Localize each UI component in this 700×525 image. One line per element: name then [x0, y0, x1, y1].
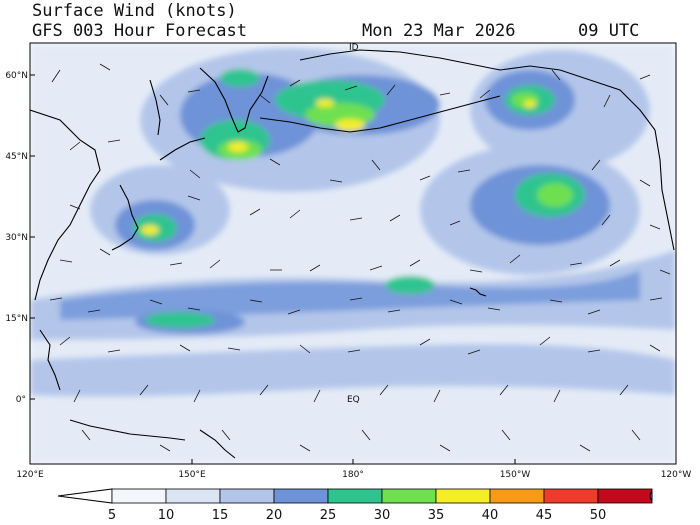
- colorbar-label: 20: [266, 508, 283, 523]
- lon-label-120w: 120°W: [661, 470, 692, 480]
- colorbar-label: 45: [536, 508, 553, 523]
- forecast-date: Mon 23 Mar 2026: [362, 21, 516, 41]
- colorbar-max-arrow: [649, 488, 653, 504]
- wind-speed-shading: [30, 43, 676, 464]
- lat-label-0: 0°: [16, 395, 26, 405]
- dateline-marker: ID: [349, 43, 359, 53]
- colorbar-bin: [327, 488, 383, 504]
- colorbar-label: 50: [590, 508, 607, 523]
- colorbar-bin: [111, 488, 167, 504]
- colorbar-label: 30: [374, 508, 391, 523]
- colorbar-label: 40: [482, 508, 499, 523]
- colorbar-bin: [597, 488, 653, 504]
- colorbar-bin: [273, 488, 329, 504]
- colorbar-bin: [219, 488, 275, 504]
- colorbar-bin: [489, 488, 545, 504]
- colorbar-bin: [543, 488, 599, 504]
- lat-label-30n: 30°N: [5, 233, 28, 243]
- equator-marker: EQ: [347, 395, 360, 405]
- forecast-time: 09 UTC: [578, 21, 640, 41]
- colorbar-label: 25: [320, 508, 337, 523]
- lat-ticks: [30, 74, 35, 400]
- colorbar-label: 5: [108, 508, 116, 523]
- lon-label-150w: 150°W: [500, 470, 531, 480]
- lon-label-120e: 120°E: [16, 470, 44, 480]
- colorbar: 5 10 15 20 25 30 35 40 45 50: [57, 488, 653, 523]
- colorbar-label: 35: [428, 508, 445, 523]
- lon-label-150e: 150°E: [178, 470, 206, 480]
- lon-ticks: [29, 459, 677, 464]
- colorbar-label: 15: [212, 508, 229, 523]
- colorbar-bin: [435, 488, 491, 504]
- lon-label-180: 180°: [342, 470, 364, 480]
- forecast-subtitle: GFS 003 Hour Forecast: [32, 21, 247, 41]
- lat-label-60n: 60°N: [5, 71, 28, 81]
- colorbar-bin: [165, 488, 221, 504]
- lat-label-15n: 15°N: [5, 314, 28, 324]
- colorbar-bin: [381, 488, 437, 504]
- lat-label-45n: 45°N: [5, 152, 28, 162]
- map-title: Surface Wind (knots): [32, 1, 237, 21]
- colorbar-min-arrow: [57, 488, 113, 504]
- wind-barbs: [49, 63, 671, 452]
- coastlines: [30, 49, 675, 459]
- map-panel: EQ ID: [30, 43, 676, 464]
- colorbar-label: 10: [158, 508, 175, 523]
